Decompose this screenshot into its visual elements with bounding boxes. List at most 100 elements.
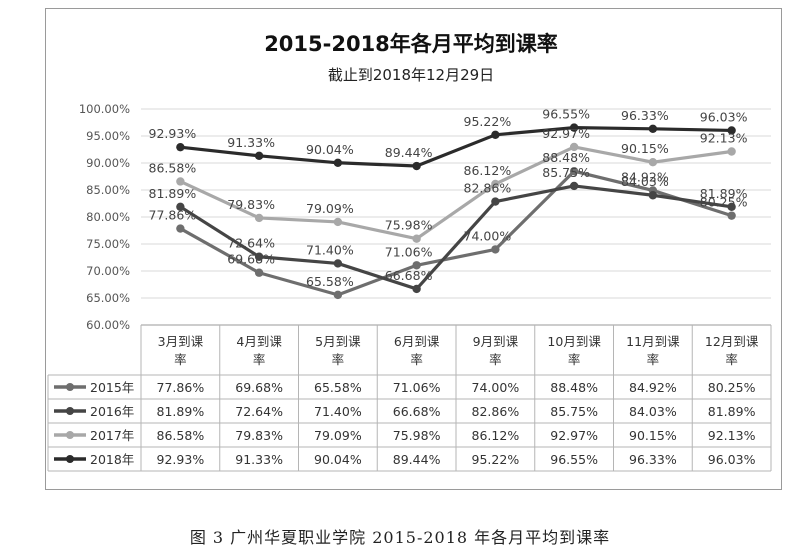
data-point — [254, 151, 264, 161]
table-cell-value: 90.04% — [314, 452, 362, 467]
data-label: 72.64% — [227, 236, 275, 251]
data-point — [491, 197, 500, 206]
table-cell-value: 89.44% — [393, 452, 441, 467]
data-label: 91.33% — [227, 135, 275, 150]
data-label: 81.89% — [149, 186, 197, 201]
x-category-label: 12月到课率 — [705, 334, 759, 367]
data-label: 92.93% — [149, 126, 197, 141]
table-cell-value: 75.98% — [393, 428, 441, 443]
data-point — [648, 124, 658, 134]
x-category-label: 11月到课率 — [626, 334, 680, 367]
y-tick-label: 60.00% — [86, 318, 130, 332]
table-cell-value: 71.06% — [393, 380, 441, 395]
legend-key-marker — [66, 431, 74, 439]
table-cell-value: 92.13% — [708, 428, 756, 443]
series-line — [180, 126, 732, 168]
data-label: 80.25% — [700, 195, 748, 210]
table-cell-value: 74.00% — [472, 380, 520, 395]
x-category-label: 6月到课率 — [394, 334, 440, 367]
table-cell-value: 66.68% — [393, 404, 441, 419]
data-point — [176, 142, 185, 152]
data-label: 96.33% — [621, 108, 669, 123]
data-point — [727, 126, 736, 135]
data-label: 88.48% — [542, 150, 590, 165]
y-tick-label: 95.00% — [86, 129, 130, 143]
table-cell-value: 86.58% — [157, 428, 205, 443]
data-point — [254, 213, 264, 223]
x-category-label: 4月到课率 — [236, 334, 282, 367]
table-cell-value: 79.83% — [235, 428, 283, 443]
data-label: 71.06% — [385, 244, 433, 259]
table-cell-value: 65.58% — [314, 380, 362, 395]
data-label: 96.55% — [542, 107, 590, 122]
data-label: 90.15% — [621, 141, 669, 156]
legend-key-marker — [66, 455, 74, 463]
legend-key-marker — [66, 407, 74, 415]
data-point — [727, 202, 736, 211]
data-point — [333, 290, 343, 300]
data-label: 79.09% — [306, 201, 354, 216]
x-category-label: 9月到课率 — [473, 334, 519, 367]
data-label: 84.03% — [621, 174, 669, 189]
data-label: 92.97% — [542, 126, 590, 141]
data-point — [176, 202, 185, 211]
data-point — [569, 167, 579, 176]
data-point — [569, 123, 579, 132]
data-point — [648, 157, 658, 167]
x-category-label: 3月到课率 — [158, 334, 204, 367]
series-line — [179, 184, 732, 291]
table-cell-value: 81.89% — [157, 404, 205, 419]
table-cell-value: 79.09% — [314, 428, 362, 443]
data-label: 66.68% — [385, 268, 433, 283]
data-point — [491, 130, 500, 140]
table-cell-value: 82.86% — [472, 404, 520, 419]
data-label: 65.58% — [306, 274, 354, 289]
y-tick-label: 70.00% — [86, 264, 130, 278]
data-point — [648, 191, 658, 200]
data-point — [727, 211, 736, 220]
table-cell-value: 92.93% — [157, 452, 205, 467]
data-point — [254, 252, 264, 261]
table-cell-value: 85.75% — [550, 404, 598, 419]
legend-key-marker — [66, 383, 74, 391]
data-point — [333, 259, 343, 268]
legend-series-name: 2017年 — [90, 428, 134, 443]
y-tick-label: 100.00% — [79, 102, 130, 116]
table-cell-value: 81.89% — [708, 404, 756, 419]
data-point — [412, 261, 421, 270]
table-cell-value: 92.97% — [550, 428, 598, 443]
x-category-label: 5月到课率 — [315, 334, 361, 367]
y-tick-label: 85.00% — [86, 183, 130, 197]
data-label: 74.00% — [464, 228, 512, 243]
data-point — [254, 268, 264, 277]
table-cell-value: 84.03% — [629, 404, 677, 419]
y-tick-label: 90.00% — [86, 156, 130, 170]
data-label: 85.75% — [542, 165, 590, 180]
data-label: 81.89% — [700, 186, 748, 201]
data-point — [333, 158, 343, 167]
series-line — [179, 169, 733, 297]
y-tick-label: 65.00% — [86, 291, 130, 305]
data-label: 71.40% — [306, 242, 354, 257]
y-tick-label: 75.00% — [86, 237, 130, 251]
y-tick-label: 80.00% — [86, 210, 130, 224]
data-point — [569, 181, 579, 191]
table-cell-value: 80.25% — [708, 380, 756, 395]
data-label: 82.86% — [464, 181, 512, 196]
data-label: 96.03% — [700, 109, 748, 124]
data-point — [727, 147, 736, 156]
data-label: 89.44% — [385, 145, 433, 160]
table-cell-value: 96.03% — [708, 452, 756, 467]
data-point — [491, 245, 500, 254]
data-label: 84.92% — [621, 169, 669, 184]
data-label: 75.98% — [385, 218, 433, 233]
table-cell-value: 69.68% — [235, 380, 283, 395]
chart-subtitle: 截止到2018年12月29日 — [328, 66, 494, 84]
data-point — [412, 284, 421, 294]
table-cell-value: 96.33% — [629, 452, 677, 467]
table-cell-value: 91.33% — [235, 452, 283, 467]
data-label: 90.04% — [306, 142, 354, 157]
data-point — [569, 142, 579, 152]
data-point — [412, 234, 421, 243]
